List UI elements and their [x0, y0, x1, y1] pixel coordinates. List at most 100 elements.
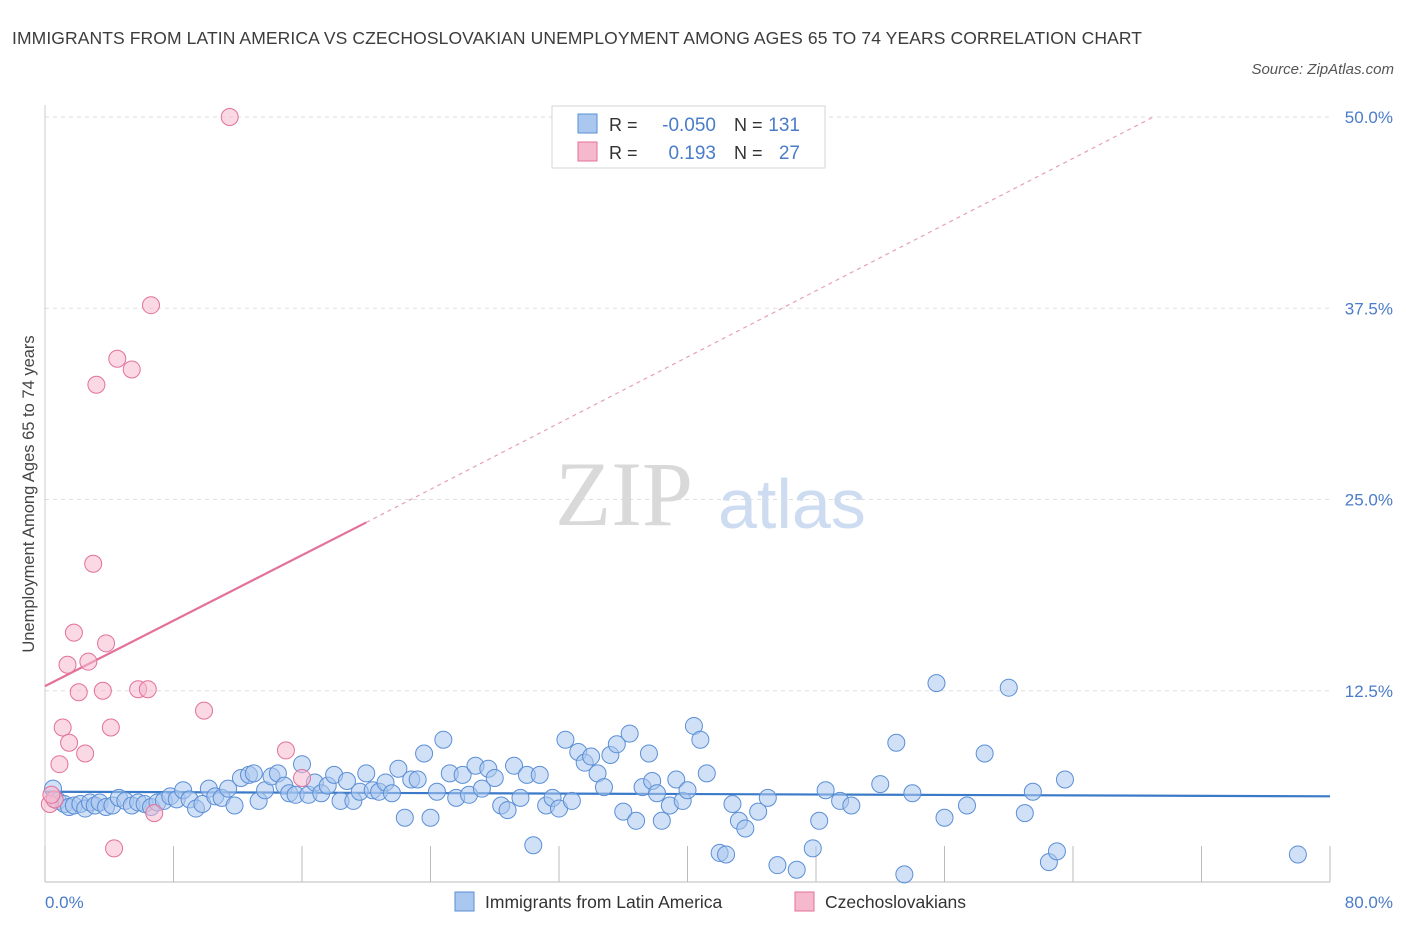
data-point-latin-america: [999, 678, 1018, 697]
data-point-latin-america: [434, 730, 453, 749]
data-point-latin-america: [736, 819, 755, 838]
data-point-czechoslovakians: [195, 701, 214, 720]
data-point-czechoslovakians: [97, 634, 116, 653]
data-point-latin-america: [652, 811, 671, 830]
data-point-latin-america: [903, 784, 922, 803]
data-point-latin-america: [472, 779, 491, 798]
stats-n-label-2: N =: [734, 143, 763, 163]
data-point-latin-america: [505, 756, 524, 775]
data-point-latin-america: [647, 784, 666, 803]
data-point-latin-america: [562, 791, 581, 810]
stats-swatch-pink: [577, 141, 598, 162]
data-point-czechoslovakians: [64, 623, 83, 642]
watermark-zip: ZIP: [555, 443, 693, 545]
data-point-latin-america: [691, 730, 710, 749]
stats-n-value-1: 131: [768, 115, 800, 136]
series-latin-america-points: [44, 674, 1307, 884]
data-point-latin-america: [607, 735, 626, 754]
data-point-latin-america: [1015, 804, 1034, 823]
series-legend: Immigrants from Latin America Czechoslov…: [454, 891, 966, 912]
data-point-czechoslovakians: [122, 360, 141, 379]
data-point-latin-america: [582, 747, 601, 766]
data-point-latin-america: [453, 765, 472, 784]
data-point-latin-america: [427, 782, 446, 801]
data-point-latin-america: [524, 836, 543, 855]
trend-line-czechoslovakians: [44, 521, 367, 688]
stats-r-value-2: 0.193: [668, 143, 716, 164]
legend-swatch-czechoslovakians: [794, 891, 815, 912]
grid-lines: [45, 116, 1330, 692]
legend-label-latin-america: Immigrants from Latin America: [485, 892, 723, 912]
data-point-latin-america: [357, 764, 376, 783]
data-point-latin-america: [511, 788, 530, 807]
data-point-latin-america: [1288, 845, 1307, 864]
data-point-latin-america: [498, 801, 517, 820]
data-point-czechoslovakians: [53, 718, 72, 737]
source-credit: Source: ZipAtlas.com: [1251, 61, 1394, 78]
data-point-latin-america: [614, 802, 633, 821]
data-point-latin-america: [842, 796, 861, 815]
data-point-latin-america: [337, 772, 356, 791]
data-point-latin-america: [594, 778, 613, 797]
data-point-latin-america: [935, 808, 954, 827]
data-point-czechoslovakians: [101, 718, 120, 737]
data-point-latin-america: [803, 839, 822, 858]
data-point-latin-america: [389, 759, 408, 778]
data-point-czechoslovakians: [87, 375, 106, 394]
data-point-latin-america: [1047, 842, 1066, 861]
data-point-czechoslovakians: [220, 108, 239, 126]
data-point-latin-america: [887, 733, 906, 752]
data-point-czechoslovakians: [76, 744, 95, 763]
data-point-latin-america: [723, 794, 742, 813]
data-point-latin-america: [810, 811, 829, 830]
data-point-latin-america: [975, 744, 994, 763]
data-point-czechoslovakians: [276, 741, 295, 760]
chart-title: IMMIGRANTS FROM LATIN AMERICA VS CZECHOS…: [12, 28, 1143, 48]
trend-line-czechoslovakians-extension: [365, 116, 1154, 523]
data-point-czechoslovakians: [58, 655, 77, 674]
data-point-latin-america: [871, 775, 890, 794]
data-point-latin-america: [1055, 770, 1074, 789]
stats-n-label-1: N =: [734, 115, 763, 135]
data-point-czechoslovakians: [69, 683, 88, 702]
data-point-czechoslovakians: [79, 652, 98, 671]
data-point-latin-america: [395, 808, 414, 827]
data-point-czechoslovakians: [108, 349, 127, 368]
y-axis-label: Unemployment Among Ages 65 to 74 years: [20, 335, 38, 652]
data-point-latin-america: [816, 781, 835, 800]
data-point-czechoslovakians: [145, 804, 164, 823]
y-tick-label: 37.5%: [1345, 299, 1393, 318]
data-point-latin-america: [421, 808, 440, 827]
x-tick-label-min: 0.0%: [45, 893, 84, 912]
data-point-latin-america: [667, 770, 686, 789]
data-point-latin-america: [408, 770, 427, 789]
data-point-latin-america: [768, 856, 787, 875]
series-czechoslovakians-points: [40, 108, 311, 858]
data-point-latin-america: [530, 765, 549, 784]
x-tick-label-max: 80.0%: [1345, 893, 1393, 912]
data-point-latin-america: [415, 744, 434, 763]
data-point-latin-america: [697, 764, 716, 783]
data-point-latin-america: [678, 781, 697, 800]
stats-legend: R = -0.050 N = 131 R = 0.193 N = 27: [551, 105, 826, 169]
stats-r-value-1: -0.050: [662, 115, 716, 136]
data-point-czechoslovakians: [42, 785, 61, 804]
data-point-czechoslovakians: [105, 839, 124, 858]
y-tick-label: 12.5%: [1345, 682, 1393, 701]
data-point-czechoslovakians: [138, 680, 157, 699]
data-point-latin-america: [787, 860, 806, 879]
data-point-latin-america: [895, 865, 914, 884]
data-point-czechoslovakians: [50, 755, 69, 774]
data-point-latin-america: [758, 788, 777, 807]
data-point-latin-america: [639, 744, 658, 763]
data-point-czechoslovakians: [60, 733, 79, 752]
y-tick-labels: 12.5% 25.0% 37.5% 50.0%: [1345, 108, 1393, 701]
data-point-czechoslovakians: [84, 554, 103, 573]
y-tick-label: 50.0%: [1345, 108, 1393, 127]
data-point-latin-america: [1023, 782, 1042, 801]
x-tick-marks: [44, 846, 1331, 882]
data-point-latin-america: [244, 764, 263, 783]
data-point-latin-america: [717, 845, 736, 864]
stats-swatch-blue: [577, 113, 598, 134]
